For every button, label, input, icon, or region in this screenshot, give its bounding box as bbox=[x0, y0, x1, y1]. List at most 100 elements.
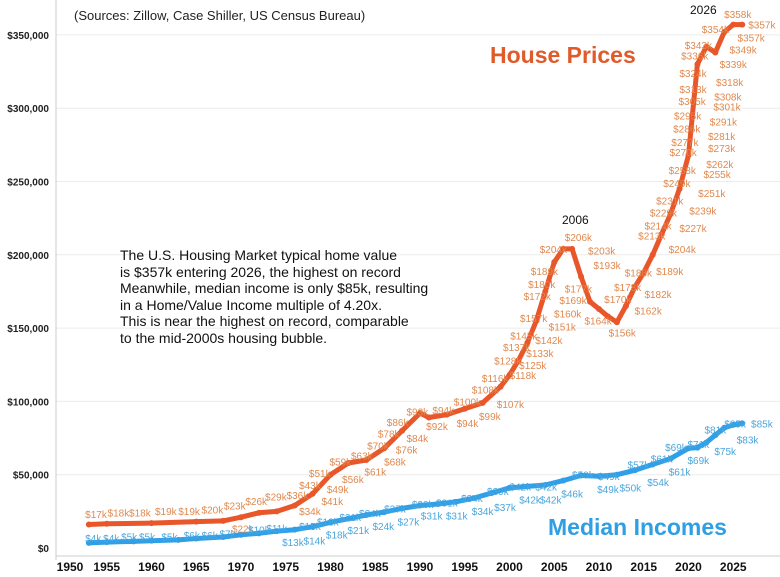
house-prices-point bbox=[220, 517, 227, 524]
median-incomes-point bbox=[667, 455, 674, 462]
series-label-house-prices: House Prices bbox=[490, 42, 636, 68]
house-price-data-label: $204k bbox=[669, 245, 697, 256]
median-income-data-label: $49k bbox=[597, 485, 620, 496]
median-incomes-point bbox=[730, 421, 737, 428]
house-price-data-label: $116k bbox=[482, 374, 510, 385]
house-prices-point bbox=[604, 313, 611, 320]
house-price-data-label: $34k bbox=[299, 507, 322, 518]
house-price-data-label: $189k bbox=[656, 267, 684, 278]
source-note: (Sources: Zillow, Case Shiller, US Censu… bbox=[74, 8, 366, 23]
house-price-data-label: $318k bbox=[716, 78, 744, 89]
house-price-data-label: $68k bbox=[384, 457, 407, 468]
house-price-data-label: $20k bbox=[202, 506, 225, 517]
house-price-data-label: $313k bbox=[679, 85, 707, 96]
house-price-data-label: $189k bbox=[531, 267, 559, 278]
house-prices-point bbox=[327, 471, 334, 478]
median-income-data-label: $14k bbox=[304, 536, 327, 547]
house-prices-point bbox=[381, 445, 388, 452]
median-income-data-label: $21k bbox=[347, 526, 370, 537]
median-incomes-point bbox=[309, 523, 316, 530]
house-price-data-label: $41k bbox=[321, 497, 344, 508]
median-income-data-label: $69k bbox=[688, 456, 711, 467]
x-tick-label: 2015 bbox=[630, 560, 657, 574]
house-prices-point bbox=[578, 273, 585, 280]
median-incomes-point bbox=[739, 420, 746, 427]
house-prices-point bbox=[676, 185, 683, 192]
house-price-data-label: $94k bbox=[457, 419, 480, 430]
house-price-data-label: $18k bbox=[108, 509, 131, 520]
median-income-data-label: $85k bbox=[751, 419, 774, 430]
x-tick-label: 1980 bbox=[317, 560, 344, 574]
median-income-data-label: $71k bbox=[688, 440, 711, 451]
x-tick-label: 2020 bbox=[675, 560, 702, 574]
house-price-data-label: $258k bbox=[669, 166, 697, 177]
x-tick-label: 1965 bbox=[183, 560, 210, 574]
median-incomes-point bbox=[273, 528, 280, 535]
median-income-data-label: $50k bbox=[572, 471, 595, 482]
house-prices-point bbox=[443, 411, 450, 418]
house-price-data-label: $169k bbox=[559, 296, 587, 307]
x-tick-label: 1990 bbox=[407, 560, 434, 574]
house-price-data-label: $43k bbox=[299, 481, 322, 492]
house-price-data-label: $227k bbox=[679, 224, 707, 235]
house-prices-point bbox=[238, 514, 244, 521]
series-lines bbox=[85, 21, 746, 546]
median-incomes-point bbox=[721, 424, 728, 431]
median-incomes-point bbox=[255, 530, 262, 537]
axes: $0 $50,000 $100,000 $150,000 $200,000 $250,00… bbox=[7, 0, 780, 574]
house-price-data-label: $51k bbox=[309, 469, 332, 480]
house-price-data-label: $36k bbox=[287, 491, 310, 502]
house-prices-point bbox=[542, 288, 549, 295]
median-incomes-point bbox=[506, 484, 513, 491]
median-incomes-point bbox=[578, 472, 585, 479]
house-price-data-label: $70k bbox=[367, 441, 390, 452]
house-price-data-label: $76k bbox=[396, 446, 419, 457]
median-income-data-label: $5k bbox=[121, 533, 138, 544]
house-prices-point bbox=[667, 210, 674, 217]
house-prices-point bbox=[533, 317, 540, 324]
house-price-data-label: $19k bbox=[178, 507, 201, 518]
house-price-data-label: $354k bbox=[702, 25, 730, 36]
median-incomes-point bbox=[291, 526, 298, 533]
house-prices-point bbox=[631, 284, 638, 291]
house-price-data-label: $26k bbox=[245, 497, 268, 508]
house-price-data-label: $86k bbox=[387, 418, 410, 429]
median-income-data-label: $85k bbox=[724, 419, 747, 430]
house-price-data-label: $92k bbox=[426, 422, 449, 433]
house-price-data-label: $151k bbox=[549, 323, 577, 334]
house-price-data-label: $128k bbox=[494, 356, 522, 367]
median-income-data-label: $18k bbox=[317, 518, 340, 529]
median-income-data-label: $54k bbox=[647, 478, 670, 489]
median-income-data-label: $39k bbox=[487, 487, 510, 498]
house-price-data-label: $203k bbox=[588, 246, 616, 257]
house-price-data-label: $349k bbox=[729, 45, 757, 56]
house-prices-point bbox=[425, 414, 432, 421]
y-tick-label: $100,000 bbox=[7, 397, 49, 408]
median-income-data-label: $61k bbox=[669, 468, 692, 479]
x-tick-label: 1970 bbox=[228, 560, 255, 574]
house-price-data-label: $357k bbox=[748, 21, 776, 32]
house-price-data-label: $157k bbox=[520, 314, 548, 325]
house-price-data-label: $336k bbox=[681, 51, 709, 62]
median-income-data-label: $24k bbox=[372, 522, 395, 533]
median-incomes-point bbox=[363, 512, 370, 519]
median-income-data-label: $18k bbox=[326, 531, 349, 542]
median-income-data-label: $37k bbox=[494, 503, 517, 514]
median-incomes-point bbox=[345, 515, 352, 522]
x-tick-label: 1955 bbox=[93, 560, 120, 574]
median-income-data-label: $49k bbox=[598, 472, 621, 483]
house-price-data-label: $61k bbox=[364, 468, 387, 479]
median-incomes-point bbox=[193, 535, 200, 542]
house-price-data-label: $49k bbox=[327, 485, 350, 496]
median-income-data-label: $4k bbox=[103, 534, 120, 545]
median-incomes-point bbox=[488, 490, 495, 497]
median-income-data-label: $31k bbox=[446, 512, 469, 523]
median-income-data-label: $42k bbox=[519, 495, 542, 506]
house-price-data-label: $170k bbox=[604, 295, 632, 306]
median-income-data-label: $13k bbox=[282, 538, 305, 549]
median-income-data-label: $42k bbox=[509, 482, 532, 493]
house-prices-point bbox=[309, 490, 316, 497]
house-prices-point bbox=[291, 502, 298, 509]
peak-label-2026: 2026 bbox=[690, 3, 717, 17]
